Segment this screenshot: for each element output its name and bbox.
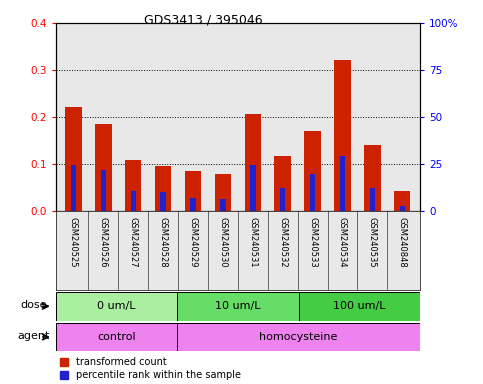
Bar — [130, 192, 136, 211]
Bar — [310, 174, 315, 211]
Bar — [125, 161, 142, 211]
Bar — [274, 156, 291, 211]
Bar — [304, 131, 321, 211]
Bar — [340, 156, 345, 211]
Bar — [280, 188, 285, 211]
Bar — [56, 292, 177, 321]
Bar — [95, 124, 112, 211]
Bar — [160, 192, 166, 211]
Text: GDS3413 / 395046: GDS3413 / 395046 — [143, 13, 262, 26]
Text: homocysteine: homocysteine — [259, 332, 338, 342]
Text: 100 um/L: 100 um/L — [333, 301, 386, 311]
Text: GSM240532: GSM240532 — [278, 217, 287, 267]
Bar — [369, 188, 375, 211]
Text: GSM240529: GSM240529 — [188, 217, 198, 267]
Text: 0 um/L: 0 um/L — [97, 301, 136, 311]
Bar — [399, 207, 405, 211]
Bar — [298, 292, 420, 321]
Text: GSM240534: GSM240534 — [338, 217, 347, 267]
Bar — [65, 107, 82, 211]
Text: dose: dose — [20, 300, 46, 310]
Bar — [190, 199, 196, 211]
Legend: transformed count, percentile rank within the sample: transformed count, percentile rank withi… — [60, 358, 241, 380]
Text: GSM240528: GSM240528 — [158, 217, 168, 267]
Bar — [185, 171, 201, 211]
Bar — [250, 165, 256, 211]
Bar — [394, 192, 411, 211]
Text: control: control — [97, 332, 136, 342]
Bar — [56, 323, 177, 351]
Bar — [177, 323, 420, 351]
Bar — [244, 114, 261, 211]
Bar — [334, 60, 351, 211]
Text: agent: agent — [17, 331, 50, 341]
Bar — [215, 174, 231, 211]
Bar — [100, 170, 106, 211]
Text: GSM240526: GSM240526 — [99, 217, 108, 267]
Text: GSM240535: GSM240535 — [368, 217, 377, 267]
Text: GSM240848: GSM240848 — [398, 217, 407, 268]
Bar — [364, 146, 381, 211]
Text: GSM240533: GSM240533 — [308, 217, 317, 268]
Bar — [71, 165, 76, 211]
Bar — [155, 166, 171, 211]
Text: GSM240531: GSM240531 — [248, 217, 257, 267]
Text: GSM240525: GSM240525 — [69, 217, 78, 267]
Bar — [220, 199, 226, 211]
Text: 10 um/L: 10 um/L — [215, 301, 261, 311]
Text: GSM240530: GSM240530 — [218, 217, 227, 267]
Text: GSM240527: GSM240527 — [129, 217, 138, 267]
Bar — [177, 292, 298, 321]
